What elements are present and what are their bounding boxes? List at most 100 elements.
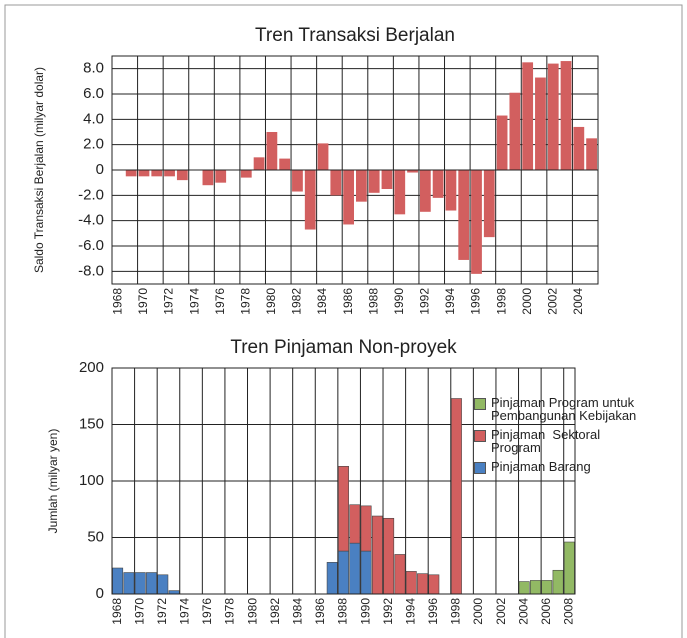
- bar: [381, 170, 393, 189]
- bar: [419, 170, 431, 212]
- bar-segment: [146, 572, 157, 595]
- x-tick-label: 1990: [358, 598, 372, 625]
- legend-label: Pinjaman Barang: [491, 459, 591, 474]
- chart-title: Tren Pinjaman Non-proyek: [230, 337, 457, 358]
- x-tick-label: 1984: [291, 598, 305, 625]
- bar: [573, 126, 585, 170]
- y-tick-label: 150: [79, 415, 104, 432]
- x-tick-label: 1998: [494, 288, 508, 315]
- x-tick-label: 1976: [200, 598, 214, 625]
- x-tick-label: 2000: [520, 288, 534, 315]
- x-tick-label: 1980: [245, 598, 259, 625]
- x-tick-label: 1990: [392, 288, 406, 315]
- plot-border: [111, 367, 576, 595]
- bar: [330, 170, 342, 196]
- bar: [458, 170, 470, 260]
- legend-item: Pinjaman Barang: [474, 460, 684, 474]
- x-tick-label: 2002: [494, 598, 508, 625]
- legend-swatch: [474, 430, 486, 442]
- x-tick-label: 1996: [426, 598, 440, 625]
- bar: [164, 170, 175, 177]
- bar: [432, 170, 444, 198]
- legend-label: Pinjaman Program untuk Pembangunan Kebij…: [491, 395, 638, 423]
- bar: [586, 138, 597, 170]
- bar: [407, 170, 418, 173]
- bar: [394, 170, 406, 215]
- x-tick-label: 1998: [449, 598, 463, 625]
- x-tick-label: 1972: [155, 598, 169, 625]
- bar: [176, 170, 188, 181]
- bar-segment: [338, 466, 349, 552]
- y-tick-label: 100: [79, 472, 104, 489]
- bar-segment: [518, 581, 530, 595]
- bar-segment: [428, 574, 440, 595]
- bar-segment: [157, 574, 169, 595]
- legend: Pinjaman Program untuk Pembangunan Kebij…: [474, 396, 684, 480]
- bar: [138, 170, 150, 177]
- bar: [202, 170, 214, 186]
- y-tick-label: 4.0: [83, 110, 104, 127]
- x-tick-label: 1996: [469, 288, 483, 315]
- x-tick-label: 1968: [110, 598, 124, 625]
- y-tick-label: 200: [79, 359, 104, 376]
- bar: [304, 170, 316, 230]
- legend-swatch: [474, 398, 486, 410]
- bar: [368, 170, 380, 193]
- bar: [343, 170, 354, 225]
- x-tick-label: 2000: [471, 598, 485, 625]
- x-tick-label: 1968: [111, 288, 125, 315]
- bar-segment: [360, 550, 372, 595]
- bar: [317, 143, 329, 170]
- y-tick-label: -2.0: [78, 186, 104, 203]
- bar: [445, 170, 457, 211]
- bar: [125, 170, 137, 177]
- bar-segment: [123, 572, 135, 595]
- y-tick-label: 50: [87, 528, 104, 545]
- bar-segment: [541, 580, 553, 595]
- x-tick-label: 2008: [562, 598, 576, 625]
- bar-segment: [530, 580, 541, 595]
- bar-segment: [405, 571, 417, 595]
- x-tick-label: 1994: [403, 598, 417, 625]
- x-tick-label: 1994: [443, 288, 457, 315]
- y-tick-label: -4.0: [78, 212, 104, 229]
- x-tick-label: 1980: [264, 288, 278, 315]
- y-axis-label: Jumlah (milyar yen): [46, 429, 60, 534]
- y-tick-label: 2.0: [83, 136, 104, 153]
- bar: [253, 157, 265, 170]
- bar-segment: [338, 550, 349, 595]
- bar-segment: [112, 567, 124, 595]
- bar: [279, 158, 291, 170]
- plot-border: [111, 55, 599, 285]
- x-tick-label: 2004: [516, 598, 530, 625]
- y-tick-label: 8.0: [83, 60, 104, 77]
- bar: [356, 170, 367, 202]
- x-tick-label: 2002: [545, 288, 559, 315]
- y-tick-label: 0: [96, 161, 104, 178]
- x-tick-label: 1992: [381, 598, 395, 625]
- bar-segment: [563, 541, 575, 595]
- bar: [292, 170, 303, 192]
- x-tick-label: 1992: [418, 288, 432, 315]
- bar: [535, 77, 546, 170]
- bar-segment: [168, 590, 180, 595]
- bar: [151, 170, 163, 177]
- bar-segment: [417, 573, 428, 595]
- bar-segment: [360, 505, 372, 552]
- x-tick-label: 1988: [336, 598, 350, 625]
- bar: [496, 115, 508, 170]
- bar-segment: [383, 517, 395, 595]
- y-axis-label: Saldo Transaksi Berjalan (milyar dolar): [32, 67, 46, 273]
- frame: [4, 4, 683, 638]
- bar: [560, 61, 572, 170]
- y-tick-label: 6.0: [83, 85, 104, 102]
- bar-segment: [349, 542, 361, 595]
- bar-segment: [326, 562, 338, 595]
- y-tick-label: 0: [96, 585, 104, 602]
- x-tick-label: 1970: [136, 288, 150, 315]
- legend-label: Pinjaman Sektoral Program: [491, 427, 604, 455]
- bar: [266, 132, 278, 170]
- bar-segment: [134, 572, 146, 595]
- bar: [509, 92, 521, 170]
